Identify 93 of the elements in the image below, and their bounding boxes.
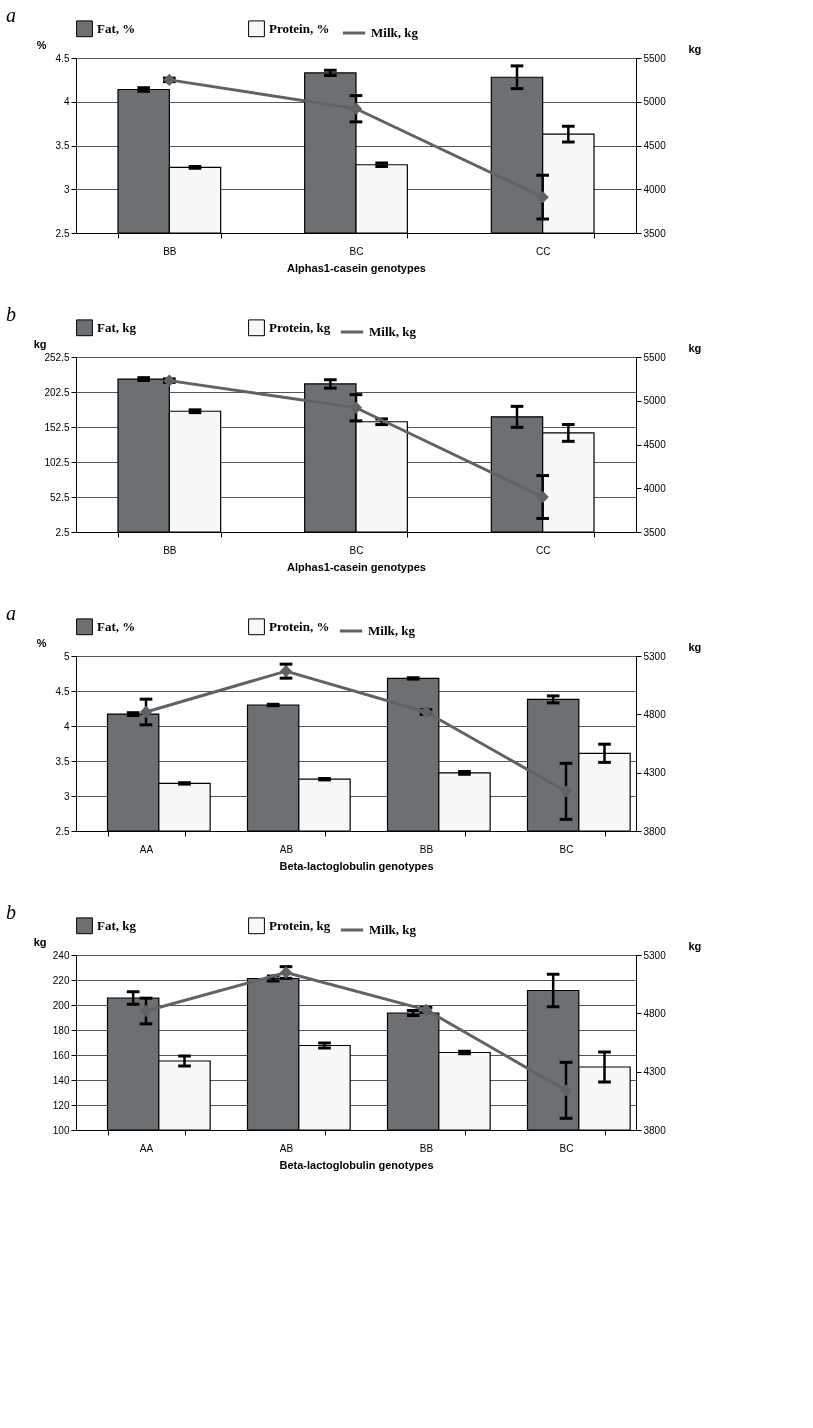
y2-tick-label: 5300: [643, 949, 667, 961]
y-tick-label: 2.5: [55, 526, 70, 538]
y2-tick-label: 4000: [643, 482, 667, 494]
y-tick-label: 100: [52, 1124, 70, 1136]
y-tick-label: 5: [63, 650, 70, 662]
y-tick-label: 220: [52, 974, 70, 986]
y2-tick-label: 5000: [643, 96, 667, 108]
legend-label: Fat, kg: [97, 917, 137, 933]
point: [536, 491, 549, 503]
y-tick-label: 3: [63, 183, 70, 195]
x-tick-label: AB: [279, 1142, 294, 1154]
legend-label: Fat, %: [97, 20, 136, 36]
y-axis-title: %: [36, 38, 47, 51]
y2-tick-label: 4800: [643, 1007, 667, 1019]
y2-tick-label: 4500: [643, 439, 667, 450]
y-tick-label: 4: [63, 720, 70, 732]
legend-label: Fat, %: [97, 618, 136, 634]
y-tick-label: 140: [52, 1074, 70, 1086]
point: [560, 785, 572, 798]
legend-label: Milk, kg: [368, 623, 416, 638]
text: b: [6, 303, 16, 325]
y-tick-label: 120: [52, 1099, 70, 1111]
text: a: [6, 4, 16, 26]
y-tick-label: 4.5: [55, 685, 70, 697]
legend-label: Milk, kg: [369, 922, 417, 937]
y2-tick-label: 5300: [643, 650, 667, 662]
point: [350, 103, 362, 115]
y-axis-title: kg: [33, 337, 47, 350]
x-tick-label: BB: [163, 544, 177, 556]
x-tick-label: CC: [535, 544, 551, 556]
point: [140, 706, 152, 718]
y-tick-label: 3.5: [55, 755, 70, 767]
y-tick-label: 2.5: [55, 825, 70, 837]
y2-tick-label: 4300: [643, 767, 667, 779]
legend-label: Milk, kg: [371, 25, 419, 40]
legend-label: Protein, kg: [269, 917, 331, 933]
y-tick-label: 4.5: [55, 52, 70, 64]
y-tick-label: 3.5: [55, 140, 70, 151]
y-tick-label: 2.5: [55, 227, 70, 239]
x-tick-label: BB: [163, 245, 177, 257]
y2-axis-title: kg: [688, 341, 702, 354]
y-tick-label: 252.5: [44, 351, 70, 363]
x-axis-title: Alphas1-casein genotypes: [287, 261, 426, 274]
y2-tick-label: 3500: [643, 227, 667, 239]
y-axis-title: kg: [33, 935, 47, 948]
x-tick-label: AA: [139, 843, 154, 855]
y2-tick-label: 4300: [643, 1066, 667, 1078]
y-axis-title: %: [36, 636, 47, 649]
legend-label: Milk, kg: [369, 324, 417, 339]
y-tick-label: 52.5: [50, 491, 70, 503]
x-tick-label: AA: [139, 1142, 154, 1154]
x-tick-label: BC: [349, 245, 364, 257]
y-tick-label: 202.5: [44, 386, 70, 398]
x-tick-label: BC: [559, 1142, 574, 1154]
point: [536, 191, 549, 203]
y2-tick-label: 4000: [643, 183, 667, 195]
y2-tick-label: 3800: [643, 1124, 667, 1136]
legend-label: Protein, %: [269, 618, 330, 634]
y2-tick-label: 3500: [643, 526, 667, 538]
x-axis-title: Beta-lactoglobulin genotypes: [279, 1158, 434, 1171]
text: a: [6, 602, 16, 624]
y2-tick-label: 4800: [643, 708, 667, 720]
y-tick-label: 152.5: [44, 421, 70, 433]
legend-label: Protein, kg: [269, 319, 331, 335]
x-tick-label: AB: [279, 843, 294, 855]
y2-tick-label: 5000: [643, 395, 667, 407]
legend-label: Fat, kg: [97, 319, 137, 335]
y2-axis-title: kg: [688, 939, 702, 952]
y2-axis-title: kg: [688, 42, 702, 55]
y2-tick-label: 4500: [643, 140, 667, 151]
legend-label: Protein, %: [269, 20, 330, 36]
x-axis-title: Beta-lactoglobulin genotypes: [279, 859, 434, 872]
y-tick-label: 200: [52, 999, 70, 1011]
x-tick-label: CC: [535, 245, 551, 257]
y-tick-label: 102.5: [44, 456, 70, 468]
point: [140, 1005, 152, 1017]
x-tick-label: BC: [349, 544, 364, 556]
y2-tick-label: 5500: [643, 52, 667, 64]
point: [350, 402, 362, 414]
y-tick-label: 3: [63, 790, 70, 802]
y2-tick-label: 5500: [643, 351, 667, 363]
x-axis-title: Alphas1-casein genotypes: [287, 560, 426, 573]
y-tick-label: 4: [63, 96, 70, 108]
y-tick-label: 160: [52, 1049, 70, 1061]
text: b: [6, 901, 16, 923]
y-tick-label: 240: [52, 949, 70, 961]
y2-axis-title: kg: [688, 640, 702, 653]
x-tick-label: BB: [419, 1142, 434, 1154]
point: [560, 1084, 572, 1097]
y-tick-label: 180: [52, 1024, 70, 1036]
y2-tick-label: 3800: [643, 825, 667, 837]
x-tick-label: BB: [419, 843, 434, 855]
x-tick-label: BC: [559, 843, 574, 855]
